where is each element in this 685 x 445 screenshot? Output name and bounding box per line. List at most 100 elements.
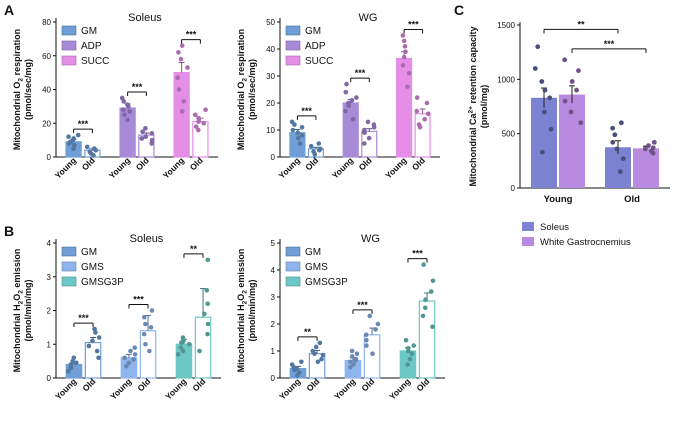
data-point	[125, 102, 130, 107]
data-point	[411, 343, 417, 348]
legend-swatch-gm	[285, 25, 301, 36]
x-tick-label-young: Young	[53, 155, 78, 180]
data-point	[618, 120, 624, 126]
data-point	[532, 66, 538, 71]
y-tick-label: 1000	[497, 75, 515, 84]
data-point	[185, 65, 190, 70]
x-tick-label-old: Old	[414, 376, 431, 393]
data-point	[650, 145, 656, 151]
data-point	[202, 311, 207, 317]
significance-label: ***	[355, 68, 366, 78]
data-point	[405, 346, 411, 351]
data-point	[402, 44, 408, 49]
data-point	[317, 340, 323, 346]
x-tick-label-young: Young	[163, 376, 188, 401]
data-point	[87, 149, 93, 155]
data-point	[299, 125, 305, 130]
data-point	[542, 87, 548, 93]
data-point	[131, 357, 136, 362]
data-point	[71, 136, 77, 141]
x-tick-label-old: Old	[190, 376, 207, 393]
data-point	[313, 344, 319, 350]
data-point	[196, 119, 201, 124]
bar-gms-old	[139, 330, 157, 379]
data-point	[132, 352, 138, 357]
significance-label: ***	[604, 39, 615, 49]
legend-swatch-gm	[285, 246, 301, 257]
data-point	[148, 325, 154, 330]
data-point	[143, 134, 148, 140]
data-point	[141, 314, 147, 320]
data-point	[344, 81, 349, 87]
y-tick-label: 20	[42, 119, 51, 128]
legend-swatch-soleus	[522, 222, 534, 231]
y-tick-label: 1500	[497, 21, 515, 30]
data-point	[193, 124, 199, 129]
y-axis-label: Mitochondrial H2O2 emission	[236, 249, 249, 373]
data-point	[181, 338, 186, 344]
data-point	[568, 109, 574, 115]
data-point	[535, 44, 541, 50]
data-point	[204, 287, 210, 293]
data-point	[430, 324, 435, 330]
data-point	[175, 75, 180, 80]
data-point	[94, 348, 100, 354]
data-point	[143, 321, 148, 327]
data-point	[400, 62, 406, 68]
panel-label-C: C	[454, 2, 464, 18]
legend-label-gm: GM	[81, 247, 97, 258]
data-point	[349, 98, 355, 103]
data-point	[614, 146, 620, 152]
legend-swatch-gms	[285, 261, 301, 272]
data-point	[354, 95, 359, 100]
data-point	[290, 127, 296, 133]
data-point	[542, 109, 547, 115]
significance-label: ***	[408, 20, 419, 30]
data-point	[74, 360, 79, 366]
data-point	[75, 132, 81, 138]
data-point	[646, 143, 651, 149]
significance-label: **	[577, 19, 585, 29]
data-point	[297, 370, 302, 375]
data-point	[297, 141, 303, 146]
data-point	[651, 139, 657, 145]
legend-label-gmsg3p: GMSG3P	[305, 277, 348, 288]
y-tick-label: 30	[266, 72, 275, 81]
y-tick-label: 4	[271, 266, 276, 275]
data-point	[197, 348, 202, 354]
data-point	[351, 362, 356, 367]
y-tick-label: 0	[271, 374, 276, 383]
legend-swatch-gmsg3p	[61, 276, 77, 287]
data-point	[365, 119, 371, 125]
legend-label-gms: GMS	[81, 262, 104, 273]
x-tick-label-old: Old	[359, 376, 376, 393]
y-axis-unit: (pmol/sec/mg)	[247, 59, 257, 120]
bar-soleus-old	[605, 147, 631, 188]
data-point	[407, 356, 413, 362]
data-point	[186, 341, 192, 347]
significance-label: ***	[78, 313, 89, 323]
data-point	[405, 84, 410, 90]
x-tick-label-old: Old	[304, 376, 321, 393]
x-tick-label-old: Old	[410, 155, 427, 172]
data-point	[71, 355, 77, 361]
legend-label-adp: ADP	[81, 41, 102, 52]
x-tick-label-young: Young	[383, 155, 408, 180]
data-point	[346, 100, 351, 106]
data-point	[91, 146, 97, 151]
data-point	[126, 360, 132, 366]
legend-label-succ: SUCC	[81, 56, 109, 67]
x-tick-label-young: Young	[107, 155, 132, 180]
x-tick-label-young: Young	[330, 155, 355, 180]
legend-label-gmsg3p: GMSG3P	[81, 277, 124, 288]
data-point	[409, 351, 415, 357]
data-point	[406, 71, 412, 76]
legend-label-adp: ADP	[305, 41, 326, 52]
data-point	[349, 348, 355, 354]
bar-succ-young	[173, 72, 190, 158]
data-point	[642, 146, 648, 152]
data-point	[320, 352, 326, 358]
data-point	[310, 348, 316, 354]
data-point	[143, 341, 148, 347]
x-tick-label-young: Young	[332, 376, 357, 401]
